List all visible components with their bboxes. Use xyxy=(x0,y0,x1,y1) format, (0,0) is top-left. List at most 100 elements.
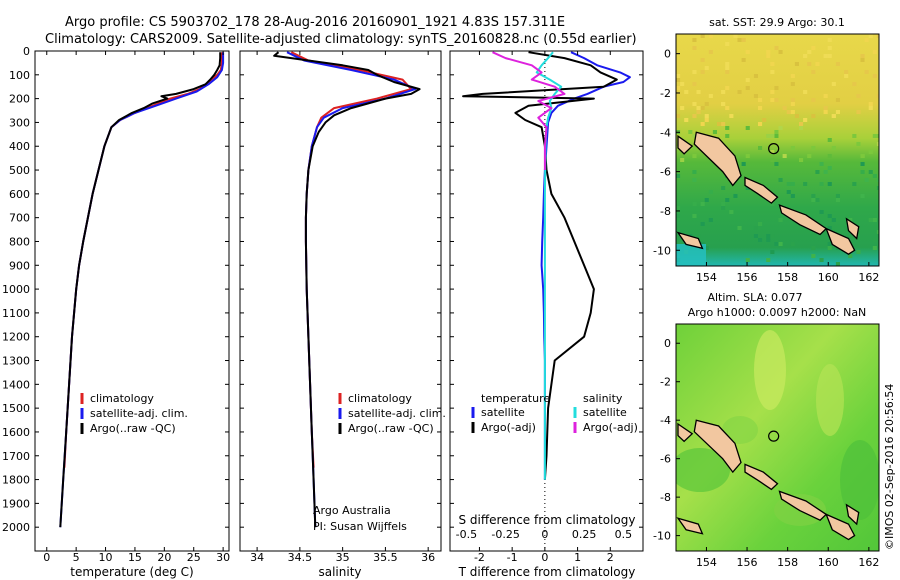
sst-pixel xyxy=(737,226,742,230)
sal-diff-tick-label: -0.25 xyxy=(491,528,519,541)
sst-pixel xyxy=(676,114,681,118)
sst-lon-label: 162 xyxy=(858,271,879,284)
salinity-diff-legend-label: Argo(-adj) xyxy=(583,421,638,434)
sst-pixel xyxy=(758,122,763,126)
sst-pixel xyxy=(692,202,697,206)
difference-panel: -2 -1 0 1 2 -0.5 -0.25 0 0.25 0.5 T difference fr… xyxy=(449,50,644,579)
sst-pixel xyxy=(786,110,791,114)
sla-lat-label: -6 xyxy=(660,453,671,466)
sst-pixel xyxy=(721,102,726,106)
sst-pixel xyxy=(811,198,816,202)
sst-pixel xyxy=(803,118,808,122)
sst-pixel xyxy=(823,94,828,98)
sst-pixel xyxy=(827,182,832,186)
depth-tick-label: 700 xyxy=(9,212,30,225)
temp-xtick-label: 10 xyxy=(99,551,113,564)
sst-pixel xyxy=(876,230,879,234)
sst-pixel xyxy=(758,106,763,110)
sst-pixel xyxy=(745,86,750,90)
diff-series-salinity-satellite xyxy=(535,51,563,480)
sst-pixel xyxy=(676,206,681,210)
sst-pixel xyxy=(745,186,750,190)
sst-pixel xyxy=(790,110,795,114)
sst-lat-label: -2 xyxy=(660,87,671,100)
sst-pixel xyxy=(692,154,697,158)
temp-xtick-label: 20 xyxy=(157,551,171,564)
sst-pixel xyxy=(770,250,775,254)
sst-pixel xyxy=(704,198,709,202)
sst-pixel xyxy=(790,102,795,106)
sst-pixel xyxy=(807,50,812,54)
depth-tick-label: 1100 xyxy=(2,307,30,320)
sal-xtick-label: 36 xyxy=(421,551,435,564)
sla-anomaly-patch xyxy=(754,330,786,410)
sla-lon-label: 154 xyxy=(696,556,717,569)
sst-pixel xyxy=(676,74,681,78)
sst-pixel xyxy=(770,234,775,238)
sst-pixel xyxy=(835,62,840,66)
sst-pixel xyxy=(872,134,877,138)
sst-map-frame xyxy=(675,33,880,267)
sst-pixel xyxy=(778,218,783,222)
sst-pixel xyxy=(827,226,832,230)
sst-pixel xyxy=(692,38,697,42)
temperature-panel-frame xyxy=(34,50,230,552)
sst-pixel xyxy=(819,258,824,262)
sst-pixel xyxy=(811,46,816,50)
island xyxy=(778,204,828,236)
sst-pixel xyxy=(700,70,705,74)
sla-lon-label: 158 xyxy=(777,556,798,569)
temp-xtick-label: 15 xyxy=(128,551,142,564)
sst-pixel xyxy=(758,98,763,102)
diff-xtick-label: -1 xyxy=(507,551,518,564)
sla-lon-label: 160 xyxy=(818,556,839,569)
sst-pixel xyxy=(774,98,779,102)
temperature-legend-label: climatology xyxy=(90,392,154,405)
sst-pixel xyxy=(704,246,709,250)
sst-pixel xyxy=(692,46,697,50)
sst-pixel xyxy=(872,174,877,178)
temperature-legend: climatology satellite-adj. clim. Argo(..ra… xyxy=(80,392,188,435)
sla-map-title-1: Altim. SLA: 0.077 xyxy=(707,291,802,304)
sst-pixel xyxy=(770,98,775,102)
sst-pixel xyxy=(762,118,767,122)
sal-diff-tick-label: 0.25 xyxy=(572,528,597,541)
sst-pixel xyxy=(860,194,865,198)
sst-pixel xyxy=(753,94,758,98)
sst-pixel xyxy=(692,146,697,150)
sst-pixel xyxy=(745,258,750,262)
sst-pixel xyxy=(725,126,730,130)
sst-pixel xyxy=(688,130,693,134)
island xyxy=(677,134,694,155)
sst-pixel xyxy=(725,106,730,110)
sst-pixel xyxy=(745,126,750,130)
sst-pixel xyxy=(799,126,804,130)
sal-xtick-label: 35.5 xyxy=(373,551,398,564)
sst-pixel xyxy=(684,90,689,94)
sst-pixel xyxy=(876,134,879,138)
sst-pixel xyxy=(774,134,779,138)
depth-tick-label: 0 xyxy=(23,45,30,58)
salinity-legend: climatology satellite-adj. clim. Argo(..ra… xyxy=(338,392,446,435)
sst-pixel xyxy=(811,234,816,238)
sal-xtick-label: 35 xyxy=(336,551,350,564)
sst-pixel xyxy=(786,190,791,194)
sst-pixel xyxy=(782,106,787,110)
depth-tick-label: 400 xyxy=(9,140,30,153)
depth-tick-label: 1200 xyxy=(2,331,30,344)
depth-tick-label: 1000 xyxy=(2,283,30,296)
sst-pixel xyxy=(860,58,865,62)
sst-lat-label: -8 xyxy=(660,205,671,218)
temp-xtick-label: 25 xyxy=(187,551,201,564)
sst-pixel xyxy=(876,34,879,38)
island xyxy=(744,176,779,204)
sla-lat-label: -2 xyxy=(660,376,671,389)
diff-xtick-label: -2 xyxy=(474,551,485,564)
sst-pixel xyxy=(835,262,840,266)
sst-pixel xyxy=(692,170,697,174)
sst-pixel xyxy=(794,62,799,66)
salinity-panel: 34 34.5 35 35.5 36 salinity Argo Australia P… xyxy=(239,50,442,579)
sst-pixel xyxy=(692,102,697,106)
depth-tick-label: 200 xyxy=(9,93,30,106)
sst-pixel xyxy=(700,122,705,126)
